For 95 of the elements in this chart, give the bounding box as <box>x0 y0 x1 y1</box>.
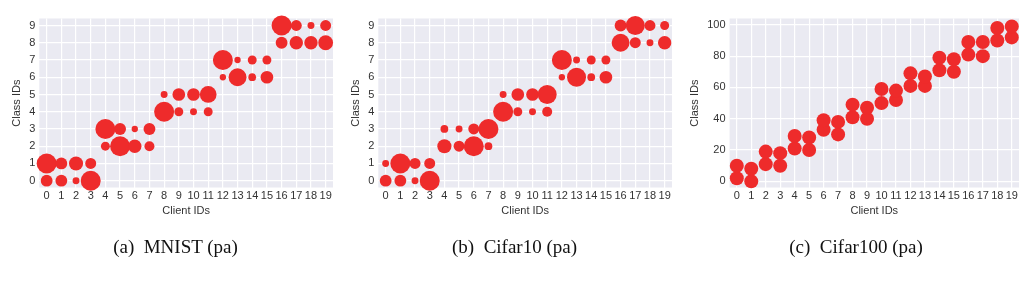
x-tick-label: 8 <box>849 189 856 202</box>
x-tick-label: 14 <box>246 189 259 202</box>
x-tick-label: 15 <box>599 189 613 202</box>
y-tick-label: 8 <box>29 35 36 48</box>
text: (a) MNIST (pa) <box>113 236 238 258</box>
x-tick-label: 6 <box>131 189 138 202</box>
y-tick-label: 9 <box>368 18 375 31</box>
x-tick-label: 17 <box>976 189 989 202</box>
x-tick-label: 0 <box>733 189 740 202</box>
x-tick-label: 12 <box>904 189 917 202</box>
y-tick-label: 7 <box>368 53 375 66</box>
x-tick-label: 2 <box>72 189 80 202</box>
x-tick-label: 8 <box>500 189 507 202</box>
x-tick-label: 16 <box>614 189 627 202</box>
y-axis-title: Class IDs <box>348 79 361 127</box>
x-tick-label: 5 <box>456 189 463 202</box>
x-tick-label: 12 <box>555 189 568 202</box>
y-tick-label: 1 <box>29 156 36 169</box>
y-tick-label: 20 <box>713 143 726 156</box>
y-tick-label: 5 <box>29 87 36 100</box>
x-tick-label: 0 <box>43 189 50 202</box>
x-tick-label: 17 <box>629 189 642 202</box>
y-tick-label: 80 <box>713 49 726 62</box>
x-tick-label: 7 <box>835 189 842 202</box>
y-tick-label: 100 <box>707 17 726 30</box>
x-tick-label: 14 <box>585 189 598 202</box>
y-tick-label: 0 <box>368 173 375 186</box>
x-tick-label: 11 <box>541 189 553 202</box>
y-tick-label: 0 <box>29 173 36 186</box>
x-tick-label: 13 <box>918 189 932 202</box>
y-axis-title: Class IDs <box>687 79 700 127</box>
x-tick-label: 8 <box>161 189 168 202</box>
y-tick-label: 4 <box>29 104 36 117</box>
x-tick-label: 12 <box>216 189 229 202</box>
x-tick-label: 11 <box>890 189 902 202</box>
y-tick-label: 9 <box>29 18 36 31</box>
y-tick-label: 3 <box>368 122 375 134</box>
x-tick-label: 19 <box>319 189 332 202</box>
x-tick-label: 2 <box>411 189 419 202</box>
x-tick-label: 13 <box>231 189 244 202</box>
x-tick-label: 18 <box>991 189 1004 202</box>
x-tick-label: 1 <box>397 189 404 202</box>
y-tick-label: 3 <box>29 122 36 134</box>
x-tick-label: 15 <box>260 189 274 202</box>
x-tick-label: 18 <box>643 189 657 202</box>
y-tick-label: 6 <box>29 70 36 83</box>
x-tick-label: 19 <box>1005 189 1018 202</box>
x-tick-label: 0 <box>382 189 389 202</box>
text: (c) Cifar100 (pa) <box>789 236 923 258</box>
x-tick-label: 7 <box>485 189 492 202</box>
x-tick-label: 7 <box>146 189 153 202</box>
x-tick-label: 9 <box>514 189 521 202</box>
x-tick-label: 3 <box>87 189 94 202</box>
y-tick-label: 8 <box>368 35 375 48</box>
y-tick-label: 1 <box>368 156 375 169</box>
y-tick-label: 4 <box>368 104 375 117</box>
x-tick-label: 3 <box>777 189 784 202</box>
y-tick-label: 0 <box>719 174 726 187</box>
x-tick-label: 15 <box>947 189 960 202</box>
x-axis-title: Client IDs <box>501 204 550 217</box>
x-tick-label: 2 <box>762 189 769 202</box>
x-tick-label: 5 <box>806 189 813 202</box>
x-axis-title: Client IDs <box>850 204 899 217</box>
y-tick-label: 6 <box>368 70 375 83</box>
y-tick-label: 40 <box>713 111 726 124</box>
x-tick-label: 4 <box>102 189 109 202</box>
y-tick-label: 7 <box>29 53 36 66</box>
x-tick-label: 11 <box>202 189 214 202</box>
x-tick-label: 6 <box>470 189 477 202</box>
x-tick-label: 16 <box>275 189 288 202</box>
y-axis-title: Class IDs <box>9 79 22 127</box>
x-tick-label: 9 <box>863 189 871 202</box>
x-tick-label: 6 <box>820 189 827 202</box>
x-tick-label: 5 <box>117 189 124 202</box>
x-tick-label: 1 <box>58 189 65 202</box>
x-tick-label: 10 <box>875 189 888 202</box>
x-axis-title: Client IDs <box>162 204 211 217</box>
text: (b) Cifar10 (pa) <box>451 236 578 258</box>
x-tick-label: 14 <box>933 189 946 202</box>
x-tick-label: 4 <box>791 189 798 202</box>
x-tick-label: 10 <box>187 189 200 202</box>
y-tick-label: 60 <box>713 80 726 93</box>
y-tick-label: 2 <box>368 139 375 152</box>
x-tick-label: 18 <box>304 189 318 202</box>
x-tick-label: 1 <box>748 189 755 202</box>
x-tick-label: 9 <box>175 189 182 202</box>
x-tick-label: 13 <box>570 189 583 202</box>
y-tick-label: 2 <box>29 139 36 152</box>
x-tick-label: 3 <box>426 189 433 202</box>
y-tick-label: 5 <box>368 87 375 100</box>
x-tick-label: 17 <box>290 189 303 202</box>
x-tick-label: 10 <box>526 189 539 202</box>
x-tick-label: 19 <box>658 189 671 202</box>
x-tick-label: 16 <box>962 189 975 202</box>
x-tick-label: 4 <box>441 189 448 202</box>
